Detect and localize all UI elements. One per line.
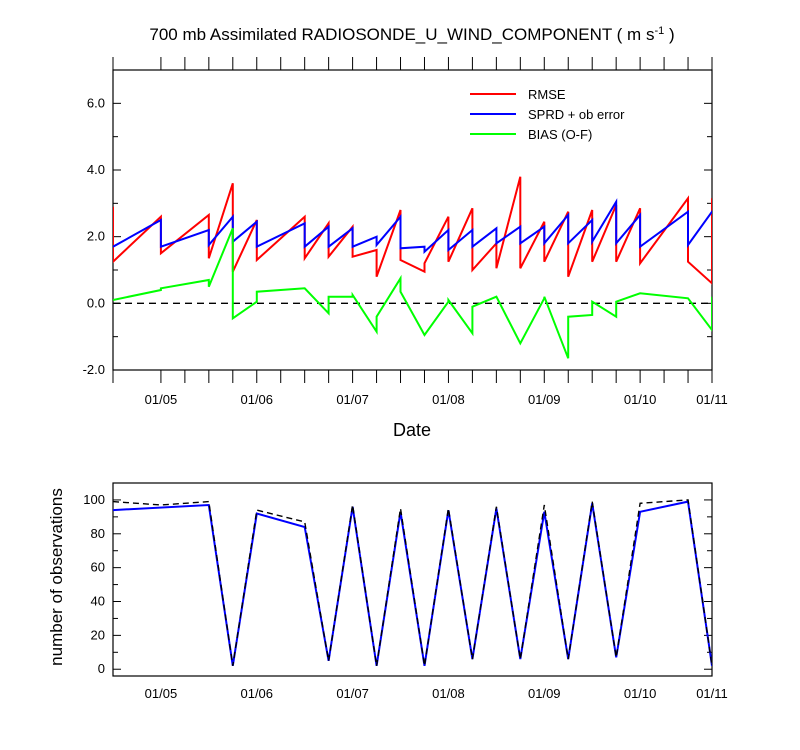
x-tick-label: 01/09 (528, 392, 561, 407)
bottom-chart-panel: 0 20 40 60 80 100 01/05 01/06 01/07 01/08 01/09 01/… (47, 482, 728, 701)
y-tick-label: 20 (91, 627, 105, 642)
legend-label-sprd-ob-error: SPRD + ob error (528, 107, 625, 122)
legend-label-bias-o-f: BIAS (O-F) (528, 127, 592, 142)
x-tick-label: 01/11 (696, 686, 728, 701)
y-tick-label: 100 (83, 492, 105, 507)
x-tick-label: 01/05 (145, 686, 178, 701)
x-tick-label: 01/09 (528, 686, 561, 701)
top-chart-panel: 700 mb Assimilated RADIOSONDE_U_WIND_COM… (83, 25, 728, 440)
bottom-plot-frame (112, 482, 713, 677)
x-axis-label: Date (393, 420, 431, 440)
x-tick-label: 01/08 (432, 686, 465, 701)
y-tick-label: 2.0 (87, 229, 105, 244)
y-tick-label: 40 (91, 594, 105, 609)
legend-label-rmse: RMSE (528, 87, 566, 102)
x-tick-label: 01/06 (240, 686, 273, 701)
y-tick-label: 4.0 (87, 162, 105, 177)
x-tick-label: 01/10 (624, 686, 657, 701)
y-tick-label: 6.0 (87, 95, 105, 110)
y-tick-label: 80 (91, 526, 105, 541)
x-tick-label: 01/06 (240, 392, 273, 407)
series-line-rmse (113, 176, 712, 285)
y-tick-label: -2.0 (83, 362, 105, 377)
y-axis-label: number of observations (47, 488, 66, 666)
x-tick-label: 01/10 (624, 392, 657, 407)
y-tick-label: 60 (91, 560, 105, 575)
x-tick-label: 01/07 (336, 392, 369, 407)
chart-title: 700 mb Assimilated RADIOSONDE_U_WIND_COM… (149, 25, 674, 44)
y-tick-label: 0.0 (87, 295, 105, 310)
series-line-bias-o-f (113, 227, 712, 359)
series-line-observations-used (113, 500, 712, 666)
series-line-sprd-ob-error (113, 198, 712, 254)
series-line-observations-possible (113, 499, 712, 666)
x-tick-label: 01/11 (696, 392, 728, 407)
y-tick-label: 0 (98, 661, 105, 676)
x-tick-label: 01/07 (336, 686, 369, 701)
x-tick-label: 01/08 (432, 392, 465, 407)
legend: RMSE SPRD + ob error BIAS (O-F) (470, 87, 625, 142)
x-tick-label: 01/05 (145, 392, 178, 407)
